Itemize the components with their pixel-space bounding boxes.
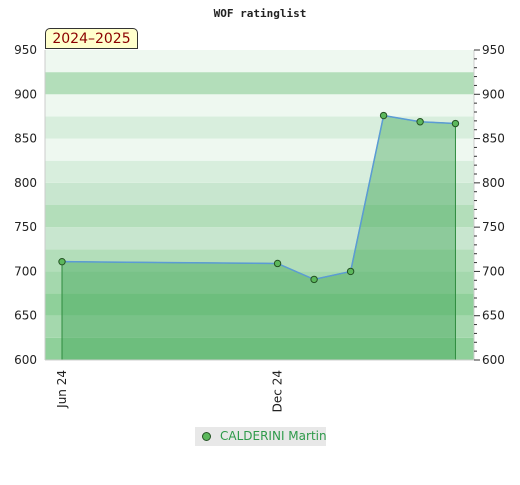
x-tick-label: Dec 24 [271, 370, 285, 412]
data-point [379, 111, 388, 120]
x-axis-ticks: Jun 24 Dec 24 [55, 370, 285, 412]
data-point [58, 257, 66, 266]
y-tick-label: 650 [482, 309, 505, 323]
band [45, 72, 474, 95]
y-tick-label: 700 [14, 264, 37, 278]
axes [44, 50, 475, 361]
y-tick-label: 600 [14, 353, 37, 367]
legend-marker-icon [202, 432, 211, 441]
legend-label: CALDERINI Martin [220, 429, 327, 443]
y-tick-label: 700 [482, 264, 505, 278]
y-tick-label: 600 [482, 353, 505, 367]
y-tick-label: 750 [482, 220, 505, 234]
y-tick-label: 900 [14, 87, 37, 101]
legend[interactable]: CALDERINI Martin [195, 427, 327, 446]
band [45, 116, 474, 139]
y-axis-left-ticks: 600 650 700 750 800 850 900 950 [14, 43, 37, 367]
y-tick-label: 650 [14, 309, 37, 323]
data-point [416, 118, 424, 126]
y-tick-label: 850 [482, 132, 505, 146]
y-tick-label: 750 [14, 220, 37, 234]
band [45, 293, 474, 316]
band [45, 50, 474, 73]
band [45, 249, 474, 272]
y-tick-label: 850 [14, 132, 37, 146]
band [45, 227, 474, 250]
chart-title: WOF ratinglist [214, 7, 307, 20]
data-point [273, 259, 282, 268]
season-badge: 2024–2025 [45, 28, 138, 49]
data-point [451, 119, 460, 128]
band [45, 138, 474, 161]
data-points [58, 111, 460, 284]
x-tick-label: Jun 24 [55, 370, 69, 409]
data-point [346, 267, 355, 276]
band [45, 337, 474, 360]
y-tick-label: 950 [14, 43, 37, 57]
band [45, 160, 474, 183]
band [45, 271, 474, 294]
y-tick-label: 800 [14, 176, 37, 190]
y-tick-label: 900 [482, 87, 505, 101]
data-point [310, 275, 318, 284]
band [45, 182, 474, 205]
y-tick-label: 950 [482, 43, 505, 57]
background-bands [45, 50, 474, 360]
band [45, 315, 474, 338]
y-tick-label: 800 [482, 176, 505, 190]
band [45, 205, 474, 228]
band [45, 94, 474, 117]
y-axis-right-ticks: 600 650 700 750 800 850 900 950 [474, 43, 505, 367]
